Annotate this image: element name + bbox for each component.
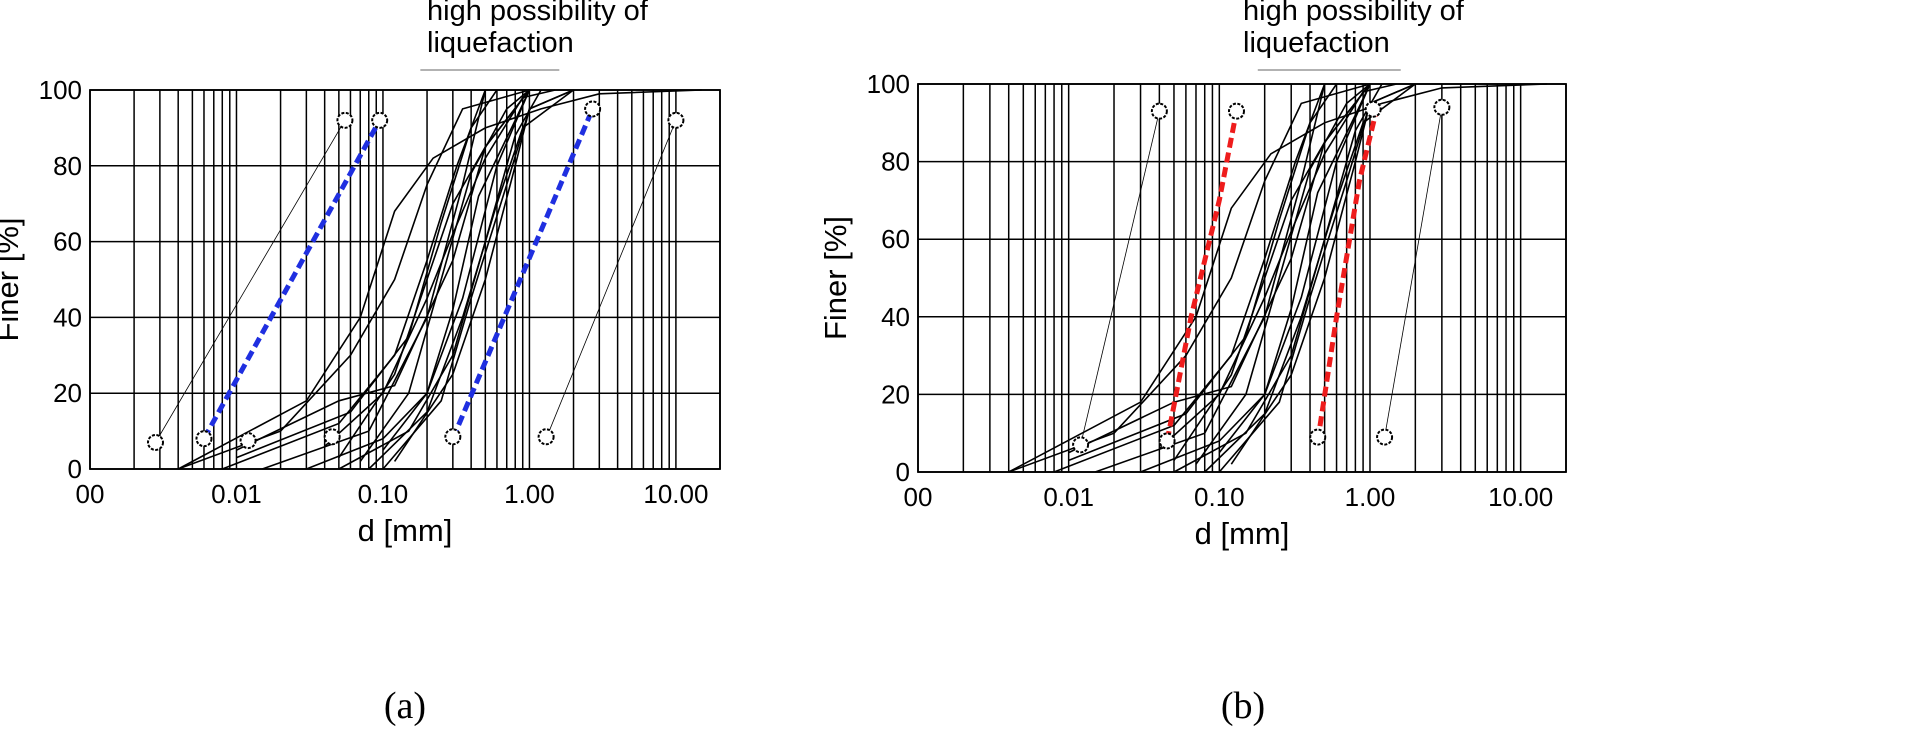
grading-curve <box>177 89 530 470</box>
boundary-marker <box>1227 102 1245 120</box>
grading-curve <box>1008 83 1371 473</box>
y-axis-label: Finer [%] <box>0 217 25 341</box>
boundary-marker <box>146 433 164 451</box>
outer-limit-line <box>1384 107 1443 438</box>
y-tick-label: 40 <box>53 302 82 332</box>
y-tick-label: 20 <box>53 378 82 408</box>
annotation-line-1: high possibility of <box>1243 0 1465 27</box>
y-tick-label: 80 <box>53 151 82 181</box>
panel-caption: (b) <box>1221 685 1265 727</box>
x-tick-label: 00 <box>76 479 105 509</box>
boundary-marker <box>1072 436 1090 454</box>
boundary-marker <box>537 428 555 446</box>
grading-curves <box>177 89 702 470</box>
boundary-marker <box>1150 102 1168 120</box>
boundary-marker <box>1309 428 1327 446</box>
outer-limit-line <box>155 120 346 443</box>
boundary-marker <box>444 428 462 446</box>
x-tick-label: 0.01 <box>1043 482 1094 512</box>
boundary-marker <box>667 111 685 129</box>
y-axis-label: Finer [%] <box>818 216 853 340</box>
x-tick-label: 0.10 <box>358 479 409 509</box>
y-tick-label: 80 <box>881 147 910 177</box>
y-tick-label: 0 <box>896 457 910 487</box>
grid <box>89 89 721 470</box>
y-tick-label: 60 <box>881 224 910 254</box>
grading-curve <box>236 89 498 459</box>
grading-curve <box>177 89 702 470</box>
boundary-marker <box>195 430 213 448</box>
x-tick-label: 10.00 <box>1488 482 1553 512</box>
grading-curve <box>1053 83 1326 473</box>
plot-frame <box>89 89 721 470</box>
grading-curves <box>1008 83 1548 473</box>
x-axis-label: d [mm] <box>1195 516 1290 551</box>
grading-curve <box>1218 83 1371 454</box>
boundary-marker <box>371 111 389 129</box>
y-tick-label: 20 <box>881 379 910 409</box>
boundary-curve <box>1315 110 1379 442</box>
annotation-line-1: high possibility of <box>427 0 649 27</box>
grading-curve <box>324 89 556 447</box>
boundary-curve <box>201 119 382 440</box>
boundary-curve <box>1164 110 1239 442</box>
grid <box>917 83 1567 473</box>
chart-panel-b: 0 20 40 60 80 100 00 0.01 0.10 1.00 10.00 d [mm] Fin… <box>818 0 1567 727</box>
grading-curve <box>382 89 531 451</box>
y-tick-label: 100 <box>39 75 82 105</box>
y-tick-label: 40 <box>881 302 910 332</box>
grading-curve <box>1230 83 1416 465</box>
boundary-marker <box>1433 98 1451 116</box>
outer-limit-line <box>1080 111 1160 445</box>
grading-curve <box>1068 83 1338 462</box>
x-tick-label: 00 <box>904 482 933 512</box>
grading-curve <box>1158 83 1397 450</box>
outer-limit-line <box>545 120 677 439</box>
panel-caption: (a) <box>384 685 426 727</box>
chart-panel-a: 0 20 40 60 80 100 00 0.01 0.10 1.00 10.00 d [mm] Fin… <box>0 0 721 727</box>
grading-curve <box>306 89 531 470</box>
boundary-marker <box>239 432 257 450</box>
boundary-marker <box>323 428 341 446</box>
boundary-marker <box>1364 100 1382 118</box>
grading-curve <box>1008 83 1548 473</box>
grading-curve <box>1140 83 1371 473</box>
x-tick-label: 10.00 <box>643 479 708 509</box>
grading-curve <box>368 89 574 470</box>
boundary-marker <box>1376 428 1394 446</box>
annotation-line-2: liquefaction <box>1243 27 1390 59</box>
x-tick-label: 0.10 <box>1194 482 1245 512</box>
plot-frame <box>917 83 1567 473</box>
x-tick-label: 0.01 <box>211 479 262 509</box>
y-tick-label: 100 <box>867 69 910 99</box>
x-tick-label: 1.00 <box>504 479 555 509</box>
grading-curve <box>393 89 574 462</box>
y-tick-label: 0 <box>68 454 82 484</box>
grading-curve <box>222 89 487 470</box>
x-tick-label: 1.00 <box>1345 482 1396 512</box>
boundary-marker <box>336 111 354 129</box>
annotation-line-2: liquefaction <box>427 27 574 59</box>
boundary-marker <box>584 100 602 118</box>
boundary-marker <box>1158 432 1176 450</box>
x-axis-label: d [mm] <box>358 513 453 548</box>
y-tick-label: 60 <box>53 227 82 257</box>
